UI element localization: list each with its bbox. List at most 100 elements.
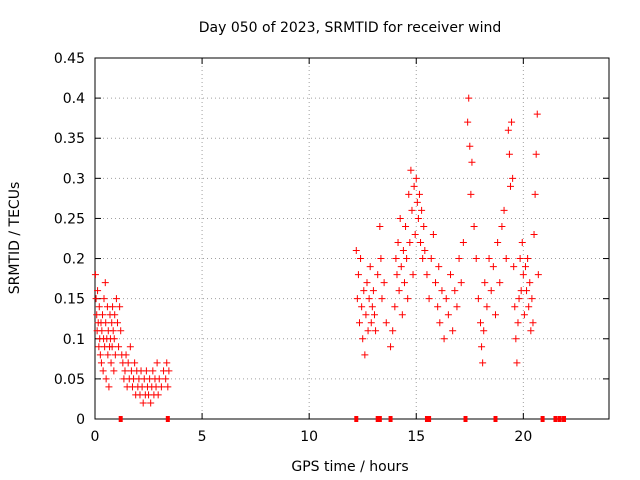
data-point xyxy=(393,271,401,279)
data-point xyxy=(380,279,388,287)
data-point xyxy=(157,383,165,391)
data-point xyxy=(126,343,134,351)
data-point xyxy=(364,327,372,335)
baseline-marker xyxy=(388,416,393,422)
y-tick-label: 0.4 xyxy=(63,91,85,107)
data-point xyxy=(354,271,362,279)
axis-ticks: 0 0.05 0.1 0.15 0.2 0.25 0.3 0.35 0.4 0.45 0 5 10 15 2… xyxy=(54,51,609,445)
data-point xyxy=(526,279,534,287)
data-point xyxy=(97,359,105,367)
data-point xyxy=(362,311,370,319)
data-point xyxy=(423,271,431,279)
baseline-markers xyxy=(118,416,567,422)
x-tick-label: 15 xyxy=(407,429,425,445)
data-point xyxy=(483,303,491,311)
data-point xyxy=(509,174,517,182)
data-point xyxy=(131,359,139,367)
data-point xyxy=(353,295,361,303)
data-point xyxy=(459,239,467,247)
data-point xyxy=(412,174,420,182)
data-point xyxy=(163,359,171,367)
data-point xyxy=(399,247,407,255)
y-tick-label: 0 xyxy=(76,412,85,428)
data-point xyxy=(164,383,172,391)
plot-frame xyxy=(94,57,610,420)
data-point xyxy=(121,367,129,375)
data-point xyxy=(419,255,427,263)
baseline-marker xyxy=(540,416,545,422)
data-point xyxy=(533,110,541,118)
data-point xyxy=(425,295,433,303)
data-point xyxy=(414,214,422,222)
data-point xyxy=(109,303,117,311)
y-tick-label: 0.25 xyxy=(54,211,85,227)
data-point xyxy=(359,335,367,343)
data-point xyxy=(451,287,459,295)
data-point xyxy=(436,319,444,327)
data-point xyxy=(398,311,406,319)
data-point xyxy=(396,214,404,222)
data-point xyxy=(514,319,522,327)
data-point xyxy=(470,222,478,230)
y-tick-label: 0.35 xyxy=(54,131,85,147)
data-point xyxy=(528,295,536,303)
data-point xyxy=(365,295,373,303)
baseline-marker xyxy=(562,416,567,422)
data-point xyxy=(442,295,450,303)
data-point xyxy=(519,271,527,279)
data-point xyxy=(369,287,377,295)
data-point xyxy=(511,303,519,311)
data-point xyxy=(432,279,440,287)
data-point xyxy=(440,335,448,343)
data-point xyxy=(466,142,474,150)
data-point xyxy=(491,311,499,319)
data-point xyxy=(421,247,429,255)
data-point xyxy=(413,198,421,206)
x-tick-label: 20 xyxy=(514,429,532,445)
data-point xyxy=(409,271,417,279)
data-point xyxy=(530,230,538,238)
baseline-marker xyxy=(354,416,359,422)
data-point xyxy=(417,239,425,247)
data-point xyxy=(405,190,413,198)
data-point xyxy=(367,319,375,327)
data-point xyxy=(505,150,513,158)
data-point xyxy=(109,327,117,335)
data-point xyxy=(444,311,452,319)
data-point xyxy=(368,303,376,311)
data-point xyxy=(117,327,125,335)
data-point xyxy=(105,383,113,391)
baseline-marker xyxy=(557,416,562,422)
data-point xyxy=(496,279,504,287)
data-point xyxy=(487,287,495,295)
data-point xyxy=(506,182,514,190)
baseline-marker xyxy=(427,416,432,422)
data-point xyxy=(474,295,482,303)
data-point xyxy=(397,263,405,271)
data-point xyxy=(110,367,118,375)
data-point xyxy=(372,327,380,335)
data-point xyxy=(472,255,480,263)
data-point xyxy=(529,319,537,327)
data-point xyxy=(395,287,403,295)
data-point xyxy=(124,359,132,367)
data-point xyxy=(98,327,106,335)
baseline-marker xyxy=(377,416,382,422)
data-point xyxy=(108,343,116,351)
data-point xyxy=(111,311,119,319)
data-point xyxy=(531,190,539,198)
data-point xyxy=(377,255,385,263)
data-point xyxy=(464,118,472,126)
baseline-marker xyxy=(493,416,498,422)
data-point xyxy=(95,303,103,311)
data-point xyxy=(500,206,508,214)
data-point xyxy=(392,255,400,263)
data-point xyxy=(142,367,150,375)
data-point xyxy=(370,311,378,319)
data-point xyxy=(355,319,363,327)
data-point xyxy=(155,375,163,383)
data-point xyxy=(165,367,173,375)
data-point xyxy=(411,230,419,238)
data-point xyxy=(387,343,395,351)
